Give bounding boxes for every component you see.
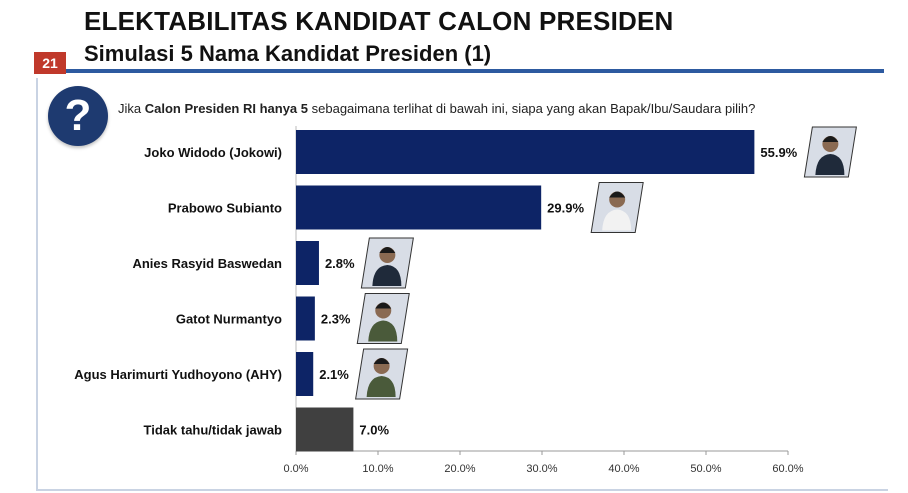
x-tick-label: 10.0% (362, 463, 393, 475)
question-bold: Calon Presiden RI hanya 5 (144, 101, 309, 116)
value-label: 2.1% (319, 367, 349, 382)
x-tick-label: 40.0% (608, 463, 639, 475)
value-label: 7.0% (359, 423, 389, 438)
candidate-photo (590, 182, 644, 233)
category-label: Agus Harimurti Yudhoyono (AHY) (74, 367, 282, 382)
page-subtitle: Simulasi 5 Nama Kandidat Presiden (1) (84, 41, 492, 66)
x-tick-label: 50.0% (690, 463, 721, 475)
category-label: Anies Rasyid Baswedan (132, 256, 282, 271)
person-body-icon (602, 209, 632, 231)
value-label: 29.9% (547, 201, 584, 216)
bar (296, 296, 315, 341)
bar (296, 241, 319, 285)
person-body-icon (368, 320, 398, 342)
candidate-photo (355, 348, 409, 400)
question-prefix: Jika (118, 101, 145, 116)
candidate-photo (360, 237, 414, 289)
survey-question: Jika Calon Presiden RI hanya 5 sebagaima… (118, 101, 755, 116)
page-title: ELEKTABILITAS KANDIDAT CALON PRESIDEN (84, 6, 674, 36)
candidate-photo (356, 293, 410, 344)
value-label: 2.3% (321, 312, 351, 327)
x-tick-label: 0.0% (283, 463, 308, 475)
value-label: 2.8% (325, 256, 355, 271)
person-hair-icon (375, 302, 392, 309)
bar (296, 185, 542, 230)
bar (296, 130, 755, 174)
bar (296, 352, 314, 396)
category-label: Tidak tahu/tidak jawab (144, 423, 283, 438)
left-divider (36, 78, 38, 490)
category-label: Gatot Nurmantyo (176, 312, 282, 327)
x-tick-label: 60.0% (772, 463, 803, 475)
category-label: Joko Widodo (Jokowi) (144, 145, 282, 160)
person-hair-icon (822, 136, 839, 142)
person-hair-icon (379, 247, 396, 253)
person-body-icon (815, 154, 845, 175)
person-hair-icon (373, 358, 390, 364)
bar (296, 407, 354, 452)
person-body-icon (372, 265, 402, 286)
x-tick-label: 20.0% (444, 463, 475, 475)
question-suffix: sebagaimana terlihat di bawah ini, siapa… (308, 101, 756, 116)
bottom-divider (36, 489, 888, 491)
person-hair-icon (609, 191, 626, 198)
person-body-icon (366, 376, 396, 397)
value-label: 55.9% (760, 145, 797, 160)
candidate-photo (803, 126, 857, 178)
x-tick-label: 30.0% (526, 463, 557, 475)
category-label: Prabowo Subianto (168, 201, 282, 216)
question-mark-icon: ? (48, 86, 108, 146)
title-underline (66, 69, 884, 73)
page-number-badge: 21 (34, 52, 66, 74)
